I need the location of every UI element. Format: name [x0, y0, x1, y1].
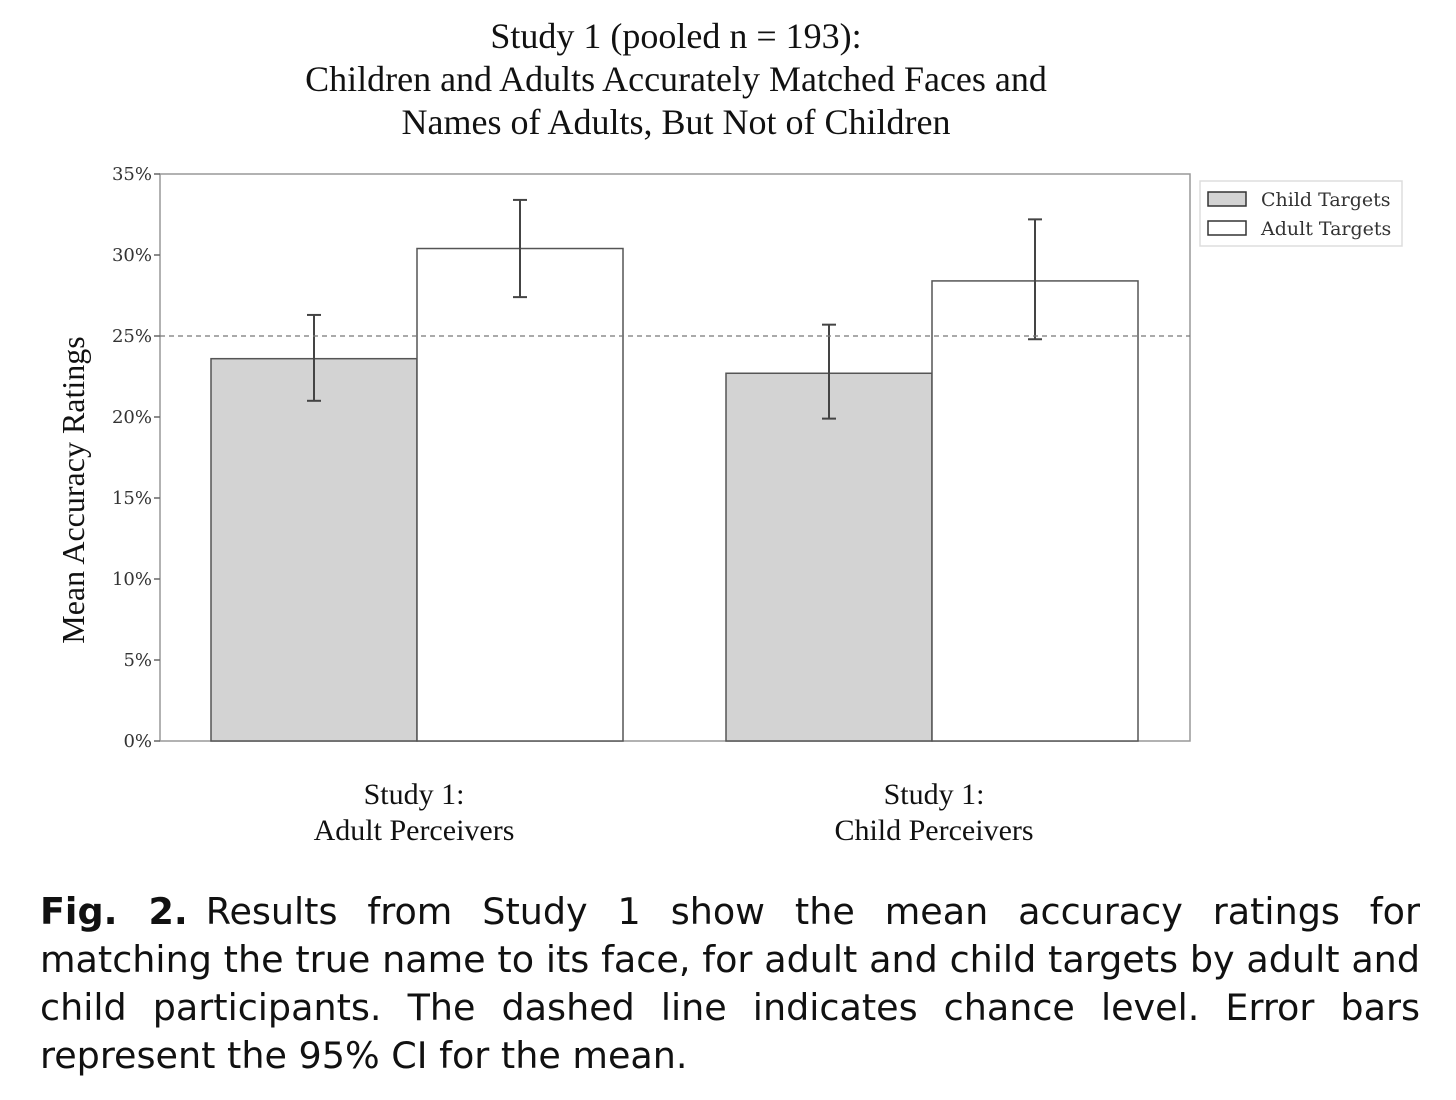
- y-tick-label-3: 15%: [112, 488, 152, 509]
- y-tick-label-6: 30%: [112, 245, 152, 266]
- bar-child-targets-adult-perceivers: [210, 357, 418, 742]
- bar-child-targets-child-perceivers: [725, 372, 933, 742]
- legend-swatch-adult-targets: [1207, 220, 1247, 236]
- chart-title-line-3: Names of Adults, But Not of Children: [402, 102, 951, 142]
- figure-caption-text: Results from Study 1 show the mean accur…: [40, 890, 1420, 1077]
- bar-chart: Study 1 (pooled n = 193): Children and A…: [55, 16, 1403, 847]
- category-label-child-perceivers-line-2: Child Perceivers: [834, 814, 1033, 847]
- plot-frame: [159, 173, 1191, 742]
- legend-swatch-child-targets: [1207, 191, 1247, 207]
- category-labels: Study 1: Adult Perceivers Study 1: Child…: [314, 778, 1034, 847]
- bar-adult-targets-adult-perceivers: [416, 247, 624, 742]
- chart-title-line-2: Children and Adults Accurately Matched F…: [305, 59, 1047, 99]
- y-tick-label-2: 10%: [112, 569, 152, 590]
- y-tick-label-1: 5%: [123, 650, 152, 671]
- figure-label: Fig. 2.: [40, 890, 188, 933]
- chart-title: Study 1 (pooled n = 193): Children and A…: [305, 16, 1047, 142]
- bar-adult-targets-child-perceivers: [931, 280, 1139, 742]
- y-tick-label-0: 0%: [123, 731, 152, 752]
- category-label-adult-perceivers-line-1: Study 1:: [364, 778, 465, 811]
- figure-caption: Fig. 2. Results from Study 1 show the mea…: [40, 888, 1420, 1080]
- chart-title-line-1: Study 1 (pooled n = 193):: [490, 16, 861, 56]
- y-tick-label-4: 20%: [112, 407, 152, 428]
- y-axis-label: Mean Accuracy Ratings: [55, 336, 91, 643]
- category-label-child-perceivers-line-1: Study 1:: [884, 778, 985, 811]
- category-label-adult-perceivers-line-2: Adult Perceivers: [314, 814, 515, 847]
- plot-area: 0% 5% 10% 15% 20% 25% 30% 35%: [112, 164, 1191, 752]
- legend-label-adult-targets: Adult Targets: [1260, 218, 1391, 240]
- legend-label-child-targets: Child Targets: [1261, 189, 1391, 211]
- legend: Child Targets Adult Targets: [1199, 180, 1403, 247]
- y-tick-label-7: 35%: [112, 164, 152, 185]
- y-tick-label-5: 25%: [112, 326, 152, 347]
